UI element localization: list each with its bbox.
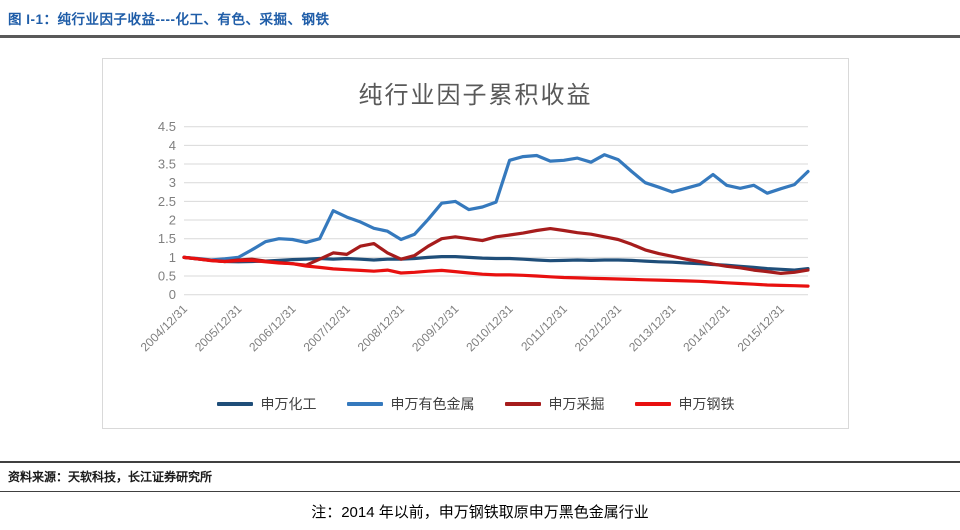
legend-label: 申万采掘 xyxy=(548,396,605,412)
y-axis-tick-label: 2.5 xyxy=(158,194,176,209)
data-source-text: 资料来源：天软科技，长江证券研究所 xyxy=(8,470,213,484)
source-divider-bottom xyxy=(0,491,960,492)
legend-label: 申万有色金属 xyxy=(390,396,475,412)
legend-line-swatch xyxy=(504,402,541,406)
y-axis-tick-label: 4.5 xyxy=(158,119,176,134)
y-axis-tick-label: 1 xyxy=(169,250,176,265)
series-line-申万钢铁 xyxy=(182,255,810,288)
y-axis-tick-label: 2 xyxy=(169,213,176,228)
legend-line-swatch xyxy=(634,402,671,406)
legend-item: 申万化工 xyxy=(216,394,317,414)
chart-plot-area: 0 0.5 1 1.5 2 2.5 3 3.5 4 4.5 2004/12/31 2005/12/31… xyxy=(138,119,810,355)
y-axis-tick-label: 3 xyxy=(169,175,176,190)
legend-label: 申万化工 xyxy=(260,396,317,412)
x-axis-tick-label: 2007/12/31 xyxy=(301,302,354,355)
y-axis-tick-label: 4 xyxy=(169,138,176,153)
x-axis-tick-label: 2014/12/31 xyxy=(680,302,733,355)
legend-item: 申万钢铁 xyxy=(634,394,735,414)
legend-line-swatch xyxy=(346,402,383,406)
figure-caption: 图 I-1：纯行业因子收益----化工、有色、采掘、钢铁 xyxy=(8,12,330,27)
x-axis-tick-label: 2004/12/31 xyxy=(138,302,191,355)
legend-item: 申万有色金属 xyxy=(346,394,475,414)
x-axis-tick-label: 2015/12/31 xyxy=(735,302,788,355)
x-axis-tick-label: 2006/12/31 xyxy=(246,302,299,355)
y-axis-tick-label: 0.5 xyxy=(158,269,176,284)
y-axis-tick-label: 0 xyxy=(169,287,176,302)
x-axis-tick-label: 2011/12/31 xyxy=(518,302,570,354)
y-axis-tick-label: 1.5 xyxy=(158,231,176,246)
x-axis-tick-label: 2009/12/31 xyxy=(409,302,462,355)
source-divider-top xyxy=(0,461,960,463)
y-axis-tick-label: 3.5 xyxy=(158,157,176,172)
chart-legend: 申万化工 申万有色金属 申万采掘 申万钢铁 xyxy=(103,394,848,414)
x-axis-tick-label: 2005/12/31 xyxy=(192,302,245,355)
legend-item: 申万采掘 xyxy=(504,394,605,414)
x-axis-tick-label: 2013/12/31 xyxy=(626,302,679,355)
series-line-申万有色金属 xyxy=(182,153,810,262)
chart-panel: 纯行业因子累积收益 0 0.5 1 1.5 2 2.5 3 3.5 4 4.5 2004/12/31… xyxy=(102,58,849,429)
legend-label: 申万钢铁 xyxy=(678,396,735,412)
footnote-text: 注：2014 年以前，申万钢铁取原申万黑色金属行业 xyxy=(311,504,649,521)
series-line-申万采掘 xyxy=(182,227,810,275)
x-axis-tick-label: 2008/12/31 xyxy=(355,302,408,355)
chart-title: 纯行业因子累积收益 xyxy=(358,81,593,109)
x-axis-tick-label: 2010/12/31 xyxy=(463,302,516,355)
legend-line-swatch xyxy=(216,402,253,406)
x-axis-tick-label: 2012/12/31 xyxy=(572,302,625,355)
header-rule xyxy=(0,35,960,38)
